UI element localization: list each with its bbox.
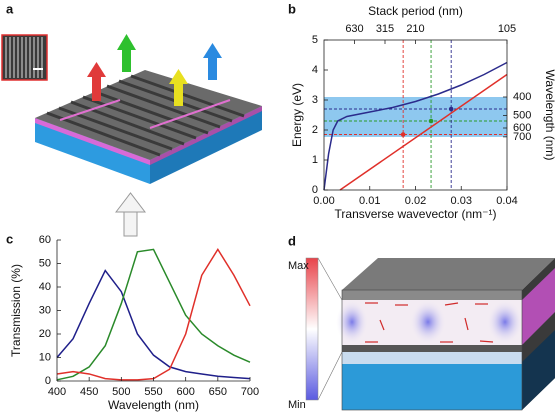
colorbar-min: Min xyxy=(288,399,306,411)
y-tick-label: 0 xyxy=(45,375,51,387)
y2-tick-label: 400 xyxy=(513,91,531,103)
y-tick-label: 2 xyxy=(312,124,318,136)
sem-inset xyxy=(1,34,48,81)
field-lobe xyxy=(410,300,446,344)
x2-tick-label: 315 xyxy=(376,23,394,35)
x-tick-label: 600 xyxy=(176,386,194,398)
y-axis-title: Energy (eV) xyxy=(290,83,304,147)
y-tick-label: 50 xyxy=(39,257,51,269)
field-arrows xyxy=(365,302,494,343)
x2-tick-label: 630 xyxy=(345,23,363,35)
y-tick-label: 40 xyxy=(39,281,51,293)
x-tick-label: 550 xyxy=(144,386,162,398)
slab-front-left xyxy=(35,118,150,184)
x-tick-label: 400 xyxy=(48,386,66,398)
x-axis-title: Wavelength (nm) xyxy=(108,398,199,412)
panel-label: d xyxy=(288,233,296,248)
y2-axis-title: Wavelength (nm) xyxy=(543,70,557,161)
x-tick-label: 0.00 xyxy=(313,195,334,207)
x-tick-label: 0.03 xyxy=(451,195,472,207)
schematic-a xyxy=(1,34,262,237)
arrow-white xyxy=(114,192,147,237)
y-tick-label: 4 xyxy=(312,64,318,76)
series-line xyxy=(56,269,251,380)
y-tick-label: 3 xyxy=(312,94,318,106)
marker-dot xyxy=(428,118,434,124)
zoom-line xyxy=(317,257,343,301)
y-tick-label: 10 xyxy=(39,351,51,363)
block-side-layer xyxy=(522,268,555,345)
series-line xyxy=(56,248,251,381)
scale-bar xyxy=(33,68,43,70)
x-axis-title: Transverse wavevector (nm⁻¹) xyxy=(335,207,497,221)
y2-tick-label: 600 xyxy=(513,122,531,134)
field-lobe xyxy=(487,300,523,344)
marker-dot xyxy=(448,106,454,112)
x2-tick-label: 105 xyxy=(498,23,516,35)
panel-label: c xyxy=(6,231,13,246)
block-layer xyxy=(342,290,522,300)
slab-layer xyxy=(35,118,150,165)
x-tick-label: 500 xyxy=(112,386,130,398)
y-tick-label: 1 xyxy=(312,154,318,166)
block-side-layer xyxy=(522,330,555,410)
marker-dot xyxy=(400,132,406,137)
y-tick-label: 5 xyxy=(312,34,318,46)
x-tick-label: 0.02 xyxy=(405,195,426,207)
y-tick-label: 30 xyxy=(39,304,51,316)
y2-tick-label: 500 xyxy=(513,110,531,122)
colorbar-max: Max xyxy=(288,260,309,272)
series-line xyxy=(323,61,508,191)
panel-label: b xyxy=(288,1,296,16)
y-tick-label: 60 xyxy=(39,234,51,246)
x-tick-label: 0.04 xyxy=(496,195,517,207)
y-axis-title: Transmission (%) xyxy=(9,264,23,357)
block-outline xyxy=(341,289,523,411)
y-tick-label: 0 xyxy=(312,184,318,196)
sem-stripes xyxy=(5,37,43,78)
block-top xyxy=(342,258,555,290)
x-tick-label: 650 xyxy=(209,386,227,398)
arrow-red xyxy=(87,62,106,101)
y-tick-label: 20 xyxy=(39,328,51,340)
arrow-yellow xyxy=(169,69,188,106)
y2-tick-label: 700 xyxy=(513,131,531,143)
schematic-d: Max Min xyxy=(288,257,555,411)
block-substrate xyxy=(342,364,522,410)
x-tick-label: 700 xyxy=(241,386,259,398)
arrow-blue xyxy=(203,43,222,80)
x-tick-label: 450 xyxy=(80,386,98,398)
slab-layer xyxy=(150,106,262,165)
series-line xyxy=(339,73,508,191)
block-layer xyxy=(342,352,522,364)
arrow-green xyxy=(117,34,136,72)
x2-tick-label: 210 xyxy=(406,23,424,35)
zoom-line xyxy=(317,351,343,401)
block-layer xyxy=(342,345,522,352)
colorbar xyxy=(305,257,319,401)
series-line xyxy=(56,247,251,381)
x-tick-label: 0.01 xyxy=(359,195,380,207)
panel-label: a xyxy=(6,1,14,16)
field-lobe xyxy=(336,300,368,344)
grating-gaps xyxy=(59,99,231,129)
shaded-band xyxy=(324,97,507,137)
slab-front-right xyxy=(150,106,262,184)
x2-axis-title: Stack period (nm) xyxy=(368,4,463,18)
slab-top xyxy=(35,70,262,160)
